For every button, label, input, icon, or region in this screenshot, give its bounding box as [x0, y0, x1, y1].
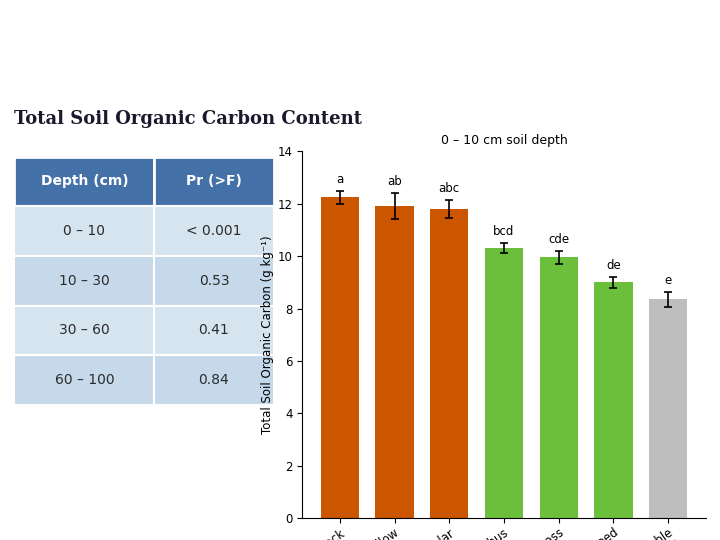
Bar: [154, 355, 274, 405]
Text: de: de: [606, 259, 621, 272]
Bar: [14, 206, 154, 256]
Text: Pr (>F): Pr (>F): [186, 174, 242, 188]
Bar: [154, 306, 274, 355]
Text: ab: ab: [387, 176, 402, 188]
Bar: [154, 157, 274, 206]
Text: Depth (cm): Depth (cm): [40, 174, 128, 188]
Bar: [154, 206, 274, 256]
Text: bcd: bcd: [493, 225, 515, 238]
Text: 0 – 10: 0 – 10: [63, 224, 105, 238]
Text: e: e: [665, 274, 672, 287]
Bar: [14, 306, 154, 355]
Text: < 0.001: < 0.001: [186, 224, 242, 238]
Text: 10 – 30: 10 – 30: [59, 274, 109, 288]
Y-axis label: Total Soil Organic Carbon (g kg⁻¹): Total Soil Organic Carbon (g kg⁻¹): [261, 235, 274, 434]
Text: 30 – 60: 30 – 60: [59, 323, 109, 338]
Bar: [14, 355, 154, 405]
Text: 0.84: 0.84: [199, 373, 230, 387]
Text: 0.41: 0.41: [199, 323, 230, 338]
Text: 0.53: 0.53: [199, 274, 229, 288]
Title: 0 – 10 cm soil depth: 0 – 10 cm soil depth: [441, 134, 567, 147]
Bar: [14, 256, 154, 306]
Bar: [375, 206, 414, 518]
Bar: [594, 282, 633, 518]
Text: Results – SOC: Results – SOC: [354, 32, 568, 59]
Bar: [154, 256, 274, 306]
Text: abc: abc: [438, 182, 460, 195]
Text: 60 – 100: 60 – 100: [55, 373, 114, 387]
Bar: [539, 258, 578, 518]
Bar: [485, 248, 523, 518]
Bar: [649, 299, 688, 518]
Text: a: a: [336, 173, 343, 186]
Text: cde: cde: [548, 233, 570, 246]
Text: Total Soil Organic Carbon Content: Total Soil Organic Carbon Content: [14, 110, 362, 127]
Bar: [320, 197, 359, 518]
Bar: [0, 0, 216, 92]
Bar: [430, 209, 469, 518]
Bar: [14, 157, 154, 206]
